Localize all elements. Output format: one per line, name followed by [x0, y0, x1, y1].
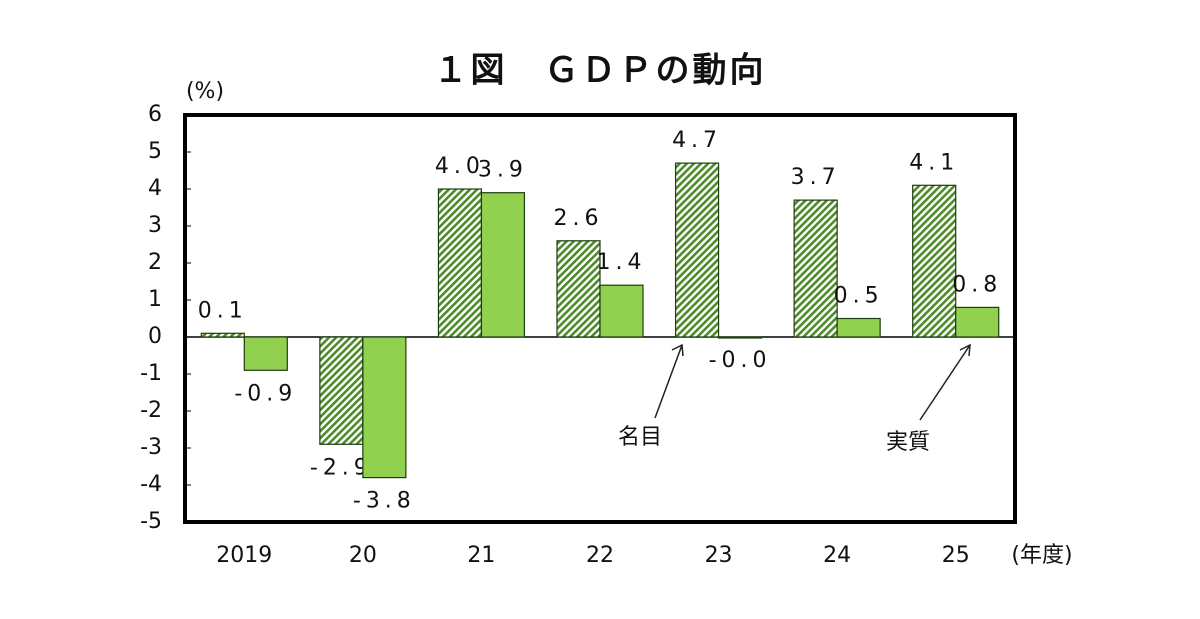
y-tick-label: 3 [148, 213, 162, 238]
y-tick-label: 4 [148, 176, 162, 201]
value-label: 4.1 [909, 150, 959, 175]
value-label: 4.0 [435, 154, 485, 179]
y-tick-label: -4 [140, 472, 162, 497]
bar [912, 184, 957, 338]
bar [717, 336, 763, 339]
x-axis-label: (年度) [1011, 543, 1072, 568]
bar [243, 336, 288, 371]
value-label: -2.9 [310, 455, 373, 480]
value-label: -0.0 [709, 348, 772, 373]
y-tick-label: -2 [140, 398, 162, 423]
x-tick-label: 23 [705, 543, 733, 568]
y-tick-label: 1 [148, 287, 162, 312]
bar [480, 192, 526, 338]
bar [556, 240, 601, 338]
y-tick-label: 6 [148, 102, 162, 127]
x-tick-label: 25 [942, 543, 970, 568]
value-label: 3.7 [791, 165, 841, 190]
x-tick-label: 24 [823, 543, 851, 568]
series-annotation: 実質 [886, 430, 930, 455]
x-tick-label: 22 [586, 543, 614, 568]
bar [200, 332, 245, 338]
y-axis-label: (%) [186, 79, 224, 104]
bar [437, 188, 483, 338]
bar [319, 336, 364, 445]
x-tick-label: 2019 [216, 543, 272, 568]
y-tick-label: -3 [140, 435, 162, 460]
bar [793, 199, 838, 338]
y-tick-label: -5 [140, 509, 162, 534]
plot-frame [183, 113, 1017, 524]
bar [362, 336, 407, 479]
value-label: 0.5 [834, 284, 884, 309]
x-tick-label: 20 [349, 543, 377, 568]
value-label: -3.8 [353, 489, 416, 514]
value-label: -0.9 [234, 381, 297, 406]
value-label: 0.8 [952, 272, 1002, 297]
y-tick-label: 0 [148, 324, 162, 349]
series-annotation: 名目 [618, 425, 662, 450]
y-tick-label: 5 [148, 139, 162, 164]
bar [836, 317, 881, 338]
x-tick-label: 21 [467, 543, 495, 568]
value-label: 2.6 [554, 206, 604, 231]
chart-title: １図 ＧＤＰの動向 [434, 51, 767, 91]
value-label: 1.4 [597, 250, 647, 275]
y-tick-label: 2 [148, 250, 162, 275]
bar [599, 284, 644, 338]
value-label: 0.1 [198, 298, 248, 323]
bar [674, 162, 720, 338]
y-tick-label: -1 [140, 361, 162, 386]
value-label: 4.7 [672, 128, 722, 153]
bar [955, 306, 1000, 338]
annotation-arrows [654, 343, 971, 421]
value-label: 3.9 [478, 158, 528, 183]
plot-area: -5-4-3-2-1012345620190.1-0.920-2.9-3.821… [140, 102, 1015, 568]
